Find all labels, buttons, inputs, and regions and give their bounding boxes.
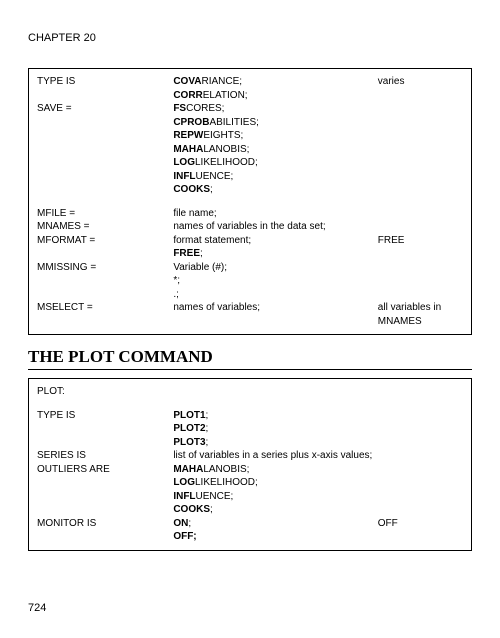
table-row: CORRELATION; <box>37 89 463 103</box>
cell: COOKS; <box>173 503 377 517</box>
cell: MAHALANOBIS; <box>173 143 377 157</box>
cell: names of variables; <box>173 301 377 315</box>
cell: file name; <box>173 207 377 221</box>
cell: COOKS; <box>173 183 377 197</box>
cell: list of variables in a series plus x-axi… <box>173 449 377 463</box>
table-row: FREE; <box>37 247 463 261</box>
cell: MFILE = <box>37 207 173 221</box>
table-row: SAVE = FSCORES; <box>37 102 463 116</box>
table-row: MNAMES = names of variables in the data … <box>37 220 463 234</box>
cell: names of variables in the data set; <box>173 220 377 234</box>
table-row: .; <box>37 288 463 302</box>
cell: PLOT3; <box>173 436 377 450</box>
cell: SAVE = <box>37 102 173 116</box>
cell: MONITOR IS <box>37 517 173 531</box>
table-two: PLOT: TYPE IS PLOT1; PLOT2; PLOT3; SERIE… <box>28 378 472 551</box>
cell: INFLUENCE; <box>173 170 377 184</box>
table-row: LOGLIKELIHOOD; <box>37 476 463 490</box>
table-row: OFF; <box>37 530 463 544</box>
cell: FREE <box>378 234 463 248</box>
cell: MAHALANOBIS; <box>173 463 377 477</box>
section-title: THE PLOT COMMAND <box>28 347 472 370</box>
cell: PLOT2; <box>173 422 377 436</box>
table-row: TYPE IS PLOT1; <box>37 409 463 423</box>
cell: OUTLIERS ARE <box>37 463 173 477</box>
cell: Variable (#); <box>173 261 377 275</box>
table-row: MMISSING = Variable (#); <box>37 261 463 275</box>
table-row: INFLUENCE; <box>37 170 463 184</box>
cell: CPROBABILITIES; <box>173 116 377 130</box>
cell: PLOT1; <box>173 409 377 423</box>
table-row: PLOT2; <box>37 422 463 436</box>
cell: TYPE IS <box>37 409 173 423</box>
table-one: TYPE IS COVARIANCE; varies CORRELATION; … <box>28 68 472 335</box>
cell: LOGLIKELIHOOD; <box>173 156 377 170</box>
table-row: PLOT: <box>37 385 463 399</box>
cell: TYPE IS <box>37 75 173 89</box>
cell: MNAMES = <box>37 220 173 234</box>
table-row: INFLUENCE; <box>37 490 463 504</box>
table-row: MSELECT = names of variables; all variab… <box>37 301 463 328</box>
table-row: *; <box>37 274 463 288</box>
table-row: MFILE = file name; <box>37 207 463 221</box>
table-row: COOKS; <box>37 183 463 197</box>
cell: MMISSING = <box>37 261 173 275</box>
cell: FSCORES; <box>173 102 377 116</box>
cell: ON; <box>173 517 377 531</box>
cell: MSELECT = <box>37 301 173 315</box>
table-row: LOGLIKELIHOOD; <box>37 156 463 170</box>
table-row: COOKS; <box>37 503 463 517</box>
cell: COVARIANCE; <box>173 75 377 89</box>
cell: MFORMAT = <box>37 234 173 248</box>
table-row: MAHALANOBIS; <box>37 143 463 157</box>
cell: CORRELATION; <box>173 89 377 103</box>
table-row: CPROBABILITIES; <box>37 116 463 130</box>
cell: LOGLIKELIHOOD; <box>173 476 377 490</box>
table-row: PLOT3; <box>37 436 463 450</box>
table-row: OUTLIERS ARE MAHALANOBIS; <box>37 463 463 477</box>
table-row: MFORMAT = format statement; FREE <box>37 234 463 248</box>
cell: varies <box>378 75 463 89</box>
cell: *; <box>173 274 377 288</box>
page-number: 724 <box>28 602 46 614</box>
cell: PLOT: <box>37 385 173 399</box>
cell: REPWEIGHTS; <box>173 129 377 143</box>
cell: format statement; <box>173 234 377 248</box>
chapter-header: CHAPTER 20 <box>28 32 472 44</box>
table-row: TYPE IS COVARIANCE; varies <box>37 75 463 89</box>
cell: .; <box>173 288 377 302</box>
cell: all variables in MNAMES <box>378 301 463 328</box>
table-row: SERIES IS list of variables in a series … <box>37 449 463 463</box>
table-row: MONITOR IS ON; OFF <box>37 517 463 531</box>
cell: FREE; <box>173 247 377 261</box>
cell: OFF <box>378 517 463 531</box>
cell: OFF; <box>173 530 377 544</box>
cell: INFLUENCE; <box>173 490 377 504</box>
cell: SERIES IS <box>37 449 173 463</box>
table-row: REPWEIGHTS; <box>37 129 463 143</box>
